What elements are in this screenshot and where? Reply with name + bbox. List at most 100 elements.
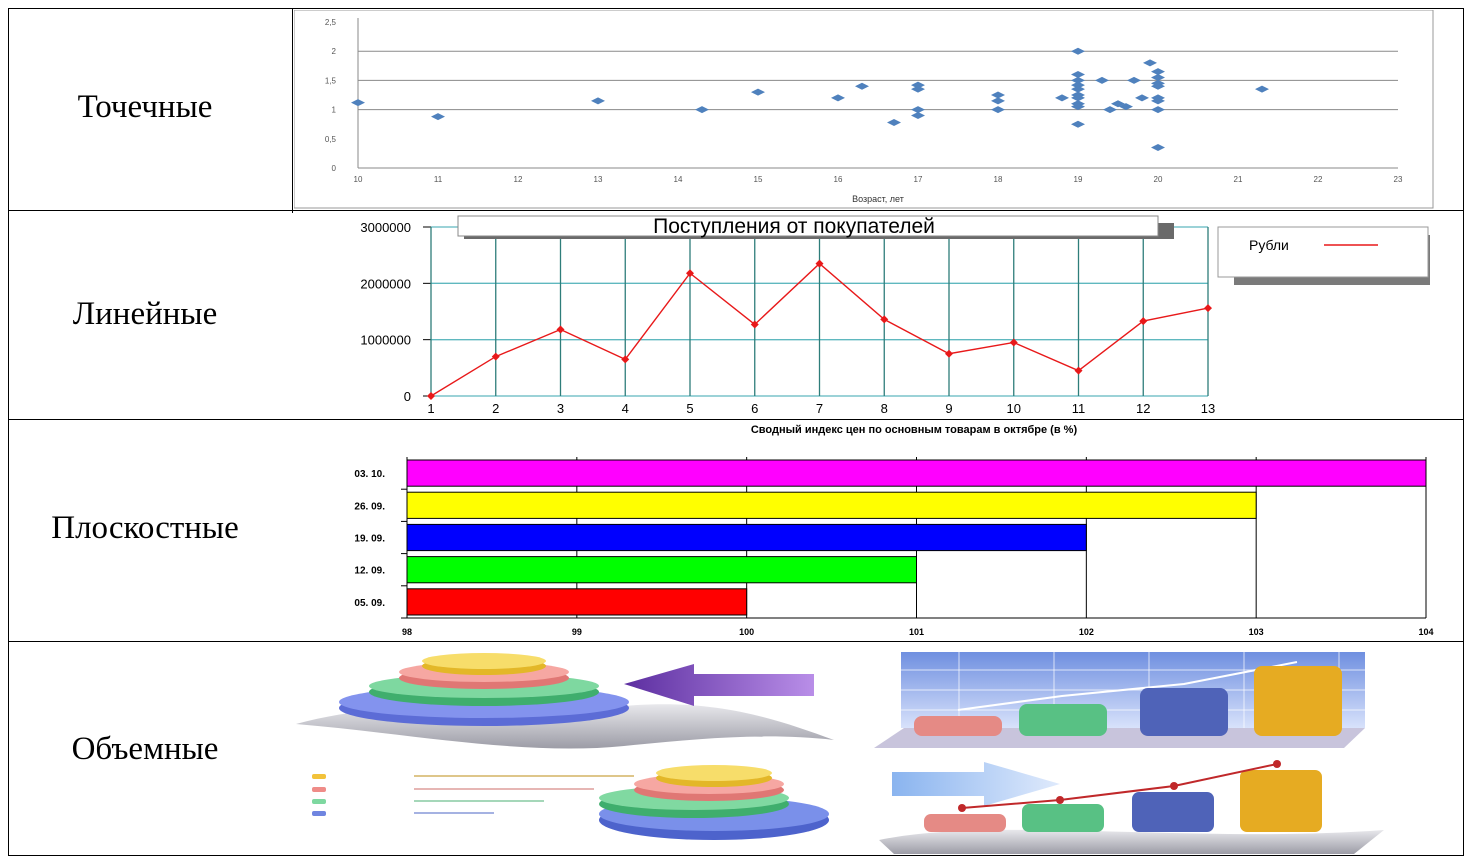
- bar-category-label: 19. 09.: [354, 534, 385, 545]
- line-point: [1204, 304, 1212, 313]
- line-x-tick-label: 6: [751, 401, 758, 416]
- row-divider: [8, 419, 1464, 420]
- line-point: [491, 352, 500, 361]
- line-point: [880, 315, 889, 324]
- scatter-point: [911, 111, 925, 119]
- scatter-x-tick-label: 16: [834, 175, 843, 184]
- scatter-point: [1095, 76, 1109, 84]
- line-x-tick-label: 12: [1136, 401, 1150, 416]
- row-label-3d: Объемные: [71, 731, 219, 767]
- scatter-point: [991, 97, 1005, 105]
- bar: [406, 491, 1257, 519]
- line-point: [1009, 338, 1018, 347]
- scatter-point: [1151, 73, 1165, 81]
- line-y-tick-label: 1000000: [360, 333, 411, 348]
- line-x-tick-label: 8: [881, 401, 888, 416]
- bar-category-label: 03. 10.: [354, 469, 385, 480]
- scatter-x-tick-label: 17: [914, 175, 923, 184]
- scatter-y-tick-label: 1: [332, 106, 337, 115]
- column-divider: [292, 8, 293, 213]
- scatter-chart: 0 0,5 1 1,5 2 2,5 10 11 12 13 14 15 16 17 18 19 20 21 22 23…: [294, 10, 1434, 209]
- scatter-y-tick-label: 2,5: [325, 18, 337, 27]
- line-chart-title: Поступления от покупателей: [653, 215, 935, 238]
- line-point: [1074, 366, 1083, 375]
- scatter-x-tick-label: 10: [354, 175, 363, 184]
- line-point: [1139, 317, 1148, 326]
- scatter-point: [1151, 144, 1165, 152]
- scatter-point: [1071, 71, 1085, 79]
- line-y-tick-label: 2000000: [360, 276, 411, 291]
- scatter-point: [1151, 82, 1165, 90]
- scatter-point: [1071, 81, 1085, 89]
- scatter-y-tick-label: 0: [332, 164, 337, 173]
- row-label-scatter: Точечные: [77, 89, 213, 125]
- bar-x-tick-label: 102: [1079, 627, 1094, 637]
- line-x-tick-label: 3: [557, 401, 564, 416]
- row-divider: [8, 641, 1464, 642]
- line-point: [556, 325, 565, 334]
- bar-x-tick-label: 100: [739, 627, 754, 637]
- line-point: [621, 355, 630, 364]
- scatter-point: [1071, 103, 1085, 111]
- bar-category-label: 05. 09.: [354, 598, 385, 609]
- bar-x-tick-label: 104: [1418, 627, 1433, 637]
- bar: [406, 588, 748, 616]
- scatter-point: [431, 113, 445, 121]
- scatter-point: [751, 88, 765, 96]
- line-x-tick-label: 2: [492, 401, 499, 416]
- scatter-x-axis-label: Возраст, лет: [852, 194, 904, 204]
- legend-label: Рубли: [1249, 237, 1289, 253]
- coin-stacks-grid-icon: [874, 652, 1365, 748]
- scatter-x-tick-label: 19: [1074, 175, 1083, 184]
- tiered-discs-legend-icon: [312, 765, 829, 840]
- scatter-x-tick-label: 15: [754, 175, 763, 184]
- line-point: [815, 259, 824, 268]
- bar: [406, 523, 1087, 552]
- coin-stacks-growth-icon: [879, 760, 1384, 854]
- scatter-y-tick-label: 2: [332, 47, 337, 56]
- scatter-point: [1119, 103, 1133, 111]
- row-label-line: Линейные: [72, 296, 218, 332]
- bar-x-tick-label: 103: [1249, 627, 1264, 637]
- scatter-point: [1055, 94, 1069, 102]
- scatter-x-tick-label: 22: [1314, 175, 1323, 184]
- scatter-point: [1151, 97, 1165, 105]
- line-x-tick-label: 7: [816, 401, 823, 416]
- scatter-x-tick-label: 20: [1154, 175, 1163, 184]
- line-y-tick-label: 0: [404, 389, 411, 404]
- line-x-tick-label: 9: [945, 401, 952, 416]
- bar-x-tick-label: 101: [909, 627, 924, 637]
- line-y-tick-label: 3000000: [360, 220, 411, 235]
- bar-x-tick-label: 98: [402, 627, 412, 637]
- scatter-point: [1151, 68, 1165, 76]
- scatter-point: [991, 91, 1005, 99]
- tiered-discs-icon: [296, 653, 834, 749]
- scatter-point: [887, 118, 901, 126]
- scatter-point: [1071, 120, 1085, 128]
- scatter-point: [991, 106, 1005, 114]
- line-point: [945, 349, 953, 358]
- scatter-x-tick-label: 21: [1234, 175, 1243, 184]
- bar-chart: Сводный индекс цен по основным товарам в…: [354, 424, 1433, 637]
- scatter-point: [695, 106, 709, 114]
- scatter-point: [351, 99, 365, 107]
- scatter-y-tick-label: 0,5: [325, 135, 337, 144]
- scatter-x-tick-label: 11: [434, 175, 443, 184]
- scatter-point: [1071, 76, 1085, 84]
- scatter-point: [911, 106, 925, 114]
- bar-x-tick-label: 99: [572, 627, 582, 637]
- scatter-point: [1135, 94, 1149, 102]
- scatter-point: [1071, 94, 1085, 102]
- bar: [406, 556, 917, 584]
- scatter-point: [911, 85, 925, 93]
- line-x-tick-label: 5: [686, 401, 693, 416]
- line-x-tick-label: 4: [622, 401, 629, 416]
- volume-chart-illustration: [296, 652, 1384, 854]
- table-frame: [8, 8, 1464, 856]
- line-point: [686, 269, 694, 278]
- scatter-point: [1071, 47, 1085, 55]
- line-point: [750, 320, 759, 329]
- scatter-point: [855, 82, 869, 90]
- row-label-area: Плоскостные: [51, 510, 239, 546]
